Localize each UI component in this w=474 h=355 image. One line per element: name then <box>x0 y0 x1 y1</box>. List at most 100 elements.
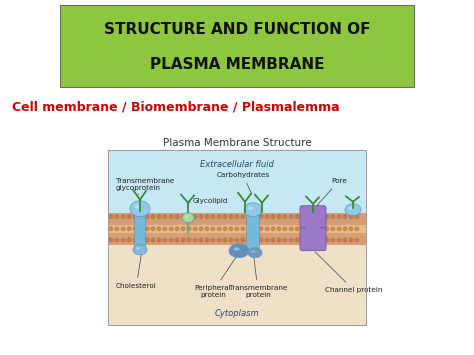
Circle shape <box>313 227 317 230</box>
Circle shape <box>247 238 251 242</box>
Circle shape <box>127 238 131 242</box>
Circle shape <box>349 227 353 230</box>
Circle shape <box>217 227 221 230</box>
Circle shape <box>289 227 293 230</box>
Circle shape <box>331 227 335 230</box>
Circle shape <box>265 227 269 230</box>
Circle shape <box>229 238 233 242</box>
Ellipse shape <box>185 215 188 218</box>
Circle shape <box>343 238 347 242</box>
Circle shape <box>139 215 143 218</box>
FancyBboxPatch shape <box>306 226 320 234</box>
Text: Cell membrane / Biomembrane / Plasmalemma: Cell membrane / Biomembrane / Plasmalemm… <box>12 100 340 113</box>
Circle shape <box>247 227 251 230</box>
Circle shape <box>109 215 113 218</box>
Circle shape <box>337 215 341 218</box>
Circle shape <box>121 238 125 242</box>
Circle shape <box>115 227 119 230</box>
Circle shape <box>121 227 125 230</box>
Circle shape <box>109 227 113 230</box>
Circle shape <box>199 238 203 242</box>
Circle shape <box>223 215 227 218</box>
Circle shape <box>295 215 299 218</box>
Circle shape <box>175 215 179 218</box>
Circle shape <box>211 227 215 230</box>
Circle shape <box>145 215 149 218</box>
Text: Glycolipid: Glycolipid <box>188 198 228 204</box>
Circle shape <box>193 238 197 242</box>
Ellipse shape <box>251 250 255 253</box>
Circle shape <box>235 215 239 218</box>
Circle shape <box>331 215 335 218</box>
Circle shape <box>271 227 275 230</box>
Ellipse shape <box>248 248 262 258</box>
Circle shape <box>175 238 179 242</box>
Circle shape <box>331 238 335 242</box>
Circle shape <box>313 238 317 242</box>
Circle shape <box>325 238 329 242</box>
Text: Pore: Pore <box>317 178 347 206</box>
Circle shape <box>133 227 137 230</box>
Circle shape <box>277 227 281 230</box>
Circle shape <box>229 215 233 218</box>
Ellipse shape <box>182 213 194 223</box>
Circle shape <box>307 238 311 242</box>
Ellipse shape <box>135 205 140 209</box>
Circle shape <box>241 238 245 242</box>
FancyBboxPatch shape <box>108 213 366 225</box>
Circle shape <box>253 238 257 242</box>
Text: PLASMA MEMBRANE: PLASMA MEMBRANE <box>150 56 324 72</box>
Circle shape <box>271 215 275 218</box>
Circle shape <box>187 215 191 218</box>
Circle shape <box>241 215 245 218</box>
Circle shape <box>325 215 329 218</box>
Circle shape <box>163 227 167 230</box>
Circle shape <box>133 238 137 242</box>
Circle shape <box>259 238 263 242</box>
Circle shape <box>211 238 215 242</box>
Circle shape <box>157 238 161 242</box>
FancyBboxPatch shape <box>108 235 366 325</box>
Circle shape <box>217 238 221 242</box>
Text: Cholesterol: Cholesterol <box>116 234 157 289</box>
Ellipse shape <box>345 204 361 216</box>
Circle shape <box>181 238 185 242</box>
Text: Cytoplasm: Cytoplasm <box>215 309 259 318</box>
Circle shape <box>307 215 311 218</box>
Ellipse shape <box>229 244 249 258</box>
Circle shape <box>199 227 203 230</box>
Circle shape <box>151 227 155 230</box>
Circle shape <box>295 227 299 230</box>
Circle shape <box>253 227 257 230</box>
Circle shape <box>109 238 113 242</box>
Circle shape <box>277 215 281 218</box>
Circle shape <box>319 215 323 218</box>
Ellipse shape <box>234 247 239 251</box>
Circle shape <box>265 238 269 242</box>
Circle shape <box>181 227 185 230</box>
Circle shape <box>169 238 173 242</box>
Circle shape <box>325 227 329 230</box>
Circle shape <box>283 238 287 242</box>
Circle shape <box>247 215 251 218</box>
Text: Plasma Membrane Structure: Plasma Membrane Structure <box>163 138 311 148</box>
Circle shape <box>355 238 359 242</box>
FancyBboxPatch shape <box>300 228 326 251</box>
Circle shape <box>193 227 197 230</box>
Text: Channel protein: Channel protein <box>315 252 383 293</box>
Circle shape <box>115 215 119 218</box>
Circle shape <box>277 238 281 242</box>
Circle shape <box>343 227 347 230</box>
Circle shape <box>139 227 143 230</box>
Circle shape <box>319 238 323 242</box>
Circle shape <box>313 215 317 218</box>
Circle shape <box>193 215 197 218</box>
Ellipse shape <box>133 245 147 255</box>
Circle shape <box>145 227 149 230</box>
Circle shape <box>259 227 263 230</box>
Circle shape <box>253 215 257 218</box>
Text: Carbohydrates: Carbohydrates <box>216 172 270 194</box>
Circle shape <box>121 215 125 218</box>
Circle shape <box>157 215 161 218</box>
Circle shape <box>211 215 215 218</box>
